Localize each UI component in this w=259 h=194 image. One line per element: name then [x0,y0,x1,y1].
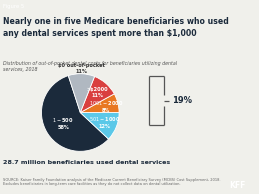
Text: $1001-$2000
8%: $1001-$2000 8% [89,99,123,113]
Text: $0 out-of-pocket
11%: $0 out-of-pocket 11% [59,63,105,74]
Text: Distribution of out-of-pocket dental costs for beneficiaries utilizing dental
se: Distribution of out-of-pocket dental cos… [3,61,177,72]
Text: >$2000
11%: >$2000 11% [87,87,109,98]
Text: $501-$1000
12%: $501-$1000 12% [89,115,120,129]
Wedge shape [41,76,109,151]
Text: Figure 5: Figure 5 [3,4,24,9]
Wedge shape [80,76,114,113]
Text: KFF: KFF [229,181,245,190]
Text: 19%: 19% [172,96,192,105]
Text: Nearly one in five Medicare beneficiaries who used
any dental services spent mor: Nearly one in five Medicare beneficiarie… [3,17,229,38]
Wedge shape [80,94,119,113]
Text: $1-$500
58%: $1-$500 58% [53,116,74,130]
Wedge shape [68,74,95,113]
Text: SOURCE: Kaiser Family Foundation analysis of the Medicare Current Beneficiary Su: SOURCE: Kaiser Family Foundation analysi… [3,178,221,186]
Wedge shape [80,113,119,139]
Text: 28.7 million beneficiaries used dental services: 28.7 million beneficiaries used dental s… [3,160,170,165]
